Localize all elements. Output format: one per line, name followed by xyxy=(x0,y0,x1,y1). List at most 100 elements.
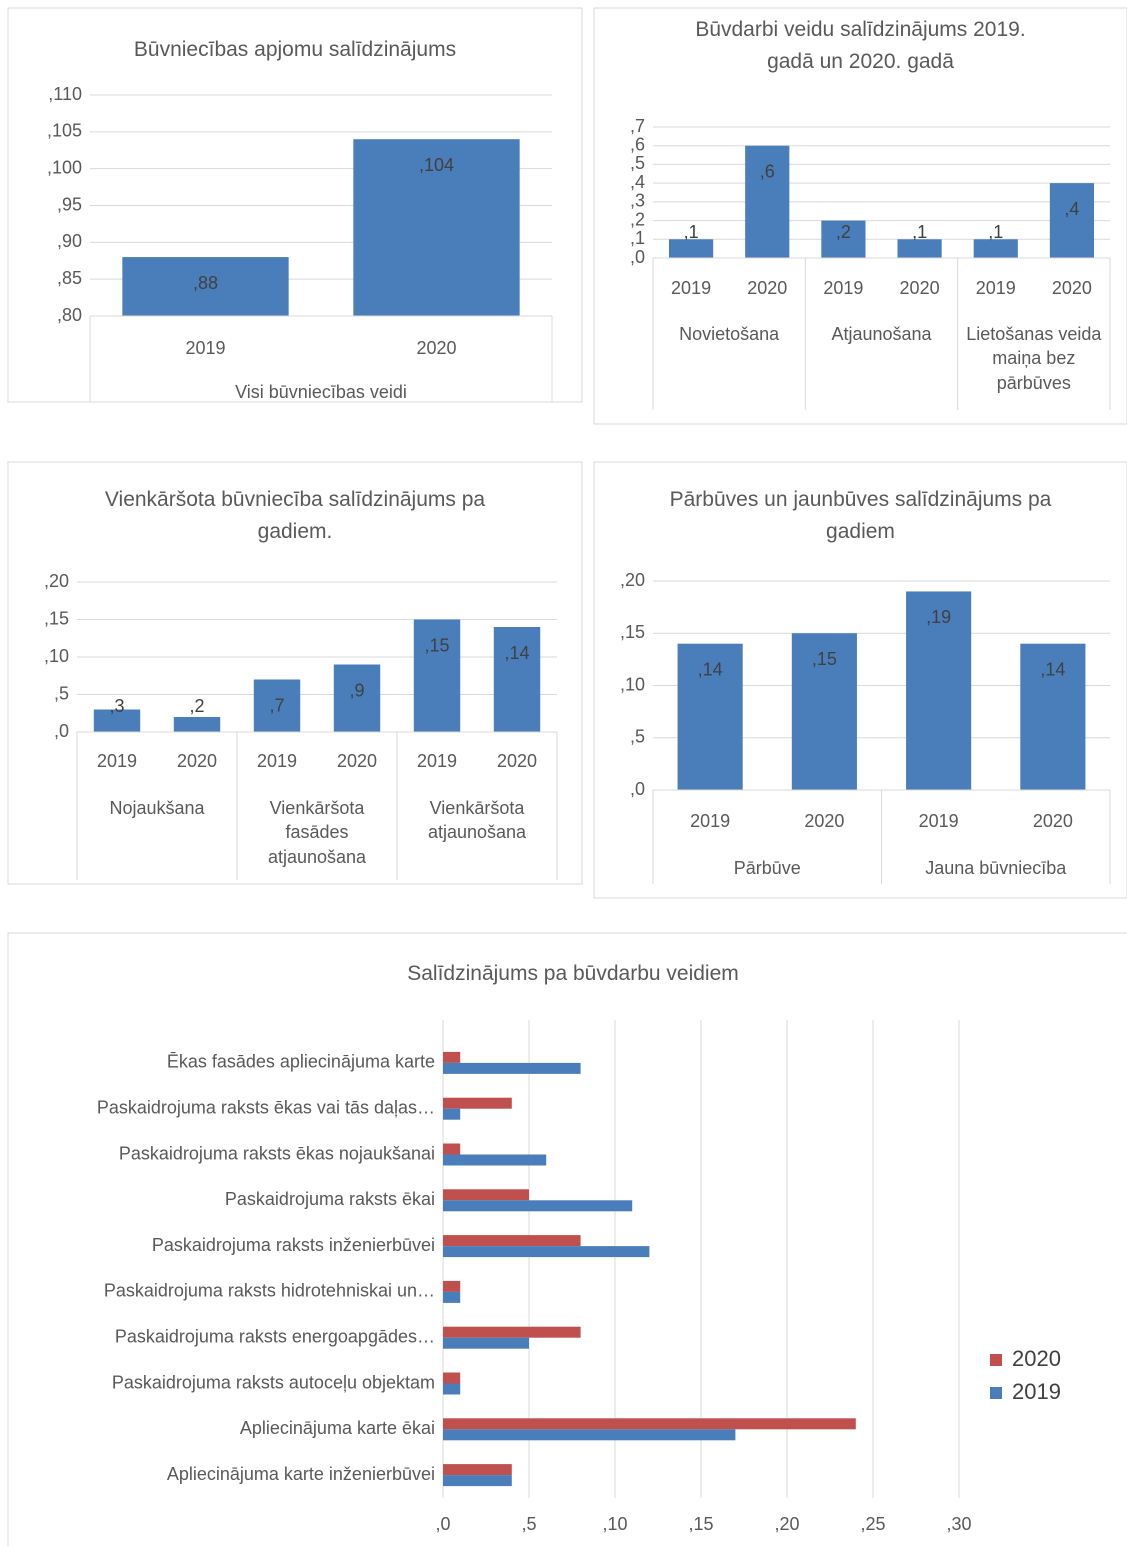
x-tick-label: ,10 xyxy=(602,1514,627,1534)
y-tick-label: ,6 xyxy=(630,134,645,154)
y-tick-label: ,3 xyxy=(630,191,645,211)
bar xyxy=(333,664,381,732)
bar xyxy=(93,709,141,732)
value-label: ,15 xyxy=(424,635,449,655)
value-label: ,9 xyxy=(349,680,364,700)
y-tick-label: ,20 xyxy=(44,571,69,591)
x-tick-label: 2019 xyxy=(257,751,297,771)
y-tick-label: ,85 xyxy=(57,268,82,288)
panel xyxy=(7,461,583,885)
value-label: ,1 xyxy=(988,222,1003,242)
y-tick-label: ,90 xyxy=(57,231,82,251)
category-label: Ēkas fasādes apliecinājuma karte xyxy=(167,1052,435,1072)
bar xyxy=(493,627,541,732)
bar xyxy=(443,1235,581,1247)
x-tick-label: 2020 xyxy=(804,811,844,831)
x-tick-label: 2020 xyxy=(747,278,787,298)
category-label: Paskaidrojuma raksts energoapgādes… xyxy=(115,1326,435,1346)
bar xyxy=(443,1143,461,1155)
x-tick-label: 2020 xyxy=(337,751,377,771)
y-tick-label: ,5 xyxy=(630,153,645,173)
legend-swatch xyxy=(990,1354,1002,1366)
bar xyxy=(443,1154,547,1166)
value-label: ,1 xyxy=(684,222,699,242)
value-label: ,14 xyxy=(504,643,529,663)
value-label: ,19 xyxy=(926,607,951,627)
category-label: Paskaidrojuma raksts ēkas nojaukšanai xyxy=(119,1143,435,1163)
bar xyxy=(897,239,942,258)
bar xyxy=(906,591,972,790)
x-tick-label: 2019 xyxy=(671,278,711,298)
category-label: Paskaidrojuma raksts inženierbūvei xyxy=(152,1235,435,1255)
category-label: Apliecinājuma karte ēkai xyxy=(240,1418,435,1438)
bar xyxy=(1049,183,1095,258)
y-tick-label: ,100 xyxy=(47,157,82,177)
x-tick-label: 2020 xyxy=(900,278,940,298)
bar xyxy=(443,1291,461,1303)
x-tick-label: 2019 xyxy=(97,751,137,771)
x-tick-label: 2019 xyxy=(185,338,225,358)
x-tick-label: 2019 xyxy=(823,278,863,298)
x-tick-label: 2019 xyxy=(417,751,457,771)
y-tick-label: ,10 xyxy=(44,646,69,666)
x-tick-label: 2019 xyxy=(690,811,730,831)
bar xyxy=(677,643,743,790)
value-label: ,2 xyxy=(189,696,204,716)
category-label: Paskaidrojuma raksts hidrotehniskai un… xyxy=(104,1281,435,1301)
category-label: Paskaidrojuma raksts ēkai xyxy=(225,1189,435,1209)
x-tick-label: 2020 xyxy=(1052,278,1092,298)
chart-title: Būvniecības apjomu salīdzinājums xyxy=(133,38,457,61)
value-label: ,1 xyxy=(912,222,927,242)
value-label: ,7 xyxy=(269,695,284,715)
legend-swatch xyxy=(990,1387,1002,1399)
y-tick-label: ,0 xyxy=(630,779,645,799)
x-tick-label: ,25 xyxy=(860,1514,885,1534)
bar xyxy=(413,619,461,732)
y-tick-label: ,1 xyxy=(630,228,645,248)
y-tick-label: ,95 xyxy=(57,194,82,214)
panel xyxy=(593,7,1127,425)
group-label: Vienkāršota atjaunošana xyxy=(427,798,527,843)
bar xyxy=(443,1464,512,1476)
chart-title: Pārbūves un jaunbūves salīdzinājums pa g… xyxy=(669,488,1052,543)
bar xyxy=(443,1108,461,1120)
chart-title: Salīdzinājums pa būvdarbu veidiem xyxy=(407,962,739,985)
y-tick-label: ,105 xyxy=(47,121,82,141)
x-tick-label: ,20 xyxy=(774,1514,799,1534)
legend-label: 2019 xyxy=(1012,1379,1061,1404)
bar xyxy=(973,239,1018,258)
bar xyxy=(443,1418,856,1430)
bar xyxy=(443,1280,461,1292)
group-label: Pārbūve xyxy=(733,858,801,878)
y-tick-label: ,0 xyxy=(630,247,645,267)
value-label: ,6 xyxy=(760,161,775,181)
chart-title: Būvdarbi veidu salīdzinājums 2019. gadā … xyxy=(695,18,1026,73)
bar xyxy=(253,679,301,732)
bar xyxy=(443,1189,529,1201)
bar xyxy=(821,220,866,258)
bar xyxy=(122,257,289,316)
x-tick-label: ,30 xyxy=(946,1514,971,1534)
y-tick-label: ,5 xyxy=(630,727,645,747)
bar xyxy=(443,1246,650,1258)
bar xyxy=(668,239,714,258)
x-tick-label: ,0 xyxy=(435,1514,450,1534)
value-label: ,4 xyxy=(1064,199,1079,219)
bar xyxy=(443,1337,529,1349)
category-label: Paskaidrojuma raksts autoceļu objektam xyxy=(112,1372,435,1392)
group-label: Jauna būvniecība xyxy=(925,858,1067,878)
value-label: ,3 xyxy=(109,696,124,716)
bar xyxy=(443,1326,581,1338)
x-tick-label: 2020 xyxy=(416,338,456,358)
bar xyxy=(443,1372,461,1384)
y-tick-label: ,0 xyxy=(54,721,69,741)
group-label: Atjaunošana xyxy=(831,324,932,344)
category-label: Apliecinājuma karte inženierbūvei xyxy=(167,1464,435,1484)
bar xyxy=(443,1062,581,1074)
x-tick-label: 2020 xyxy=(1033,811,1073,831)
group-label: Vienkāršota fasādes atjaunošana xyxy=(267,798,367,867)
bar xyxy=(1020,643,1086,790)
x-tick-label: 2019 xyxy=(976,278,1016,298)
group-label: Lietošanas veida maiņa bez pārbūves xyxy=(966,324,1102,393)
